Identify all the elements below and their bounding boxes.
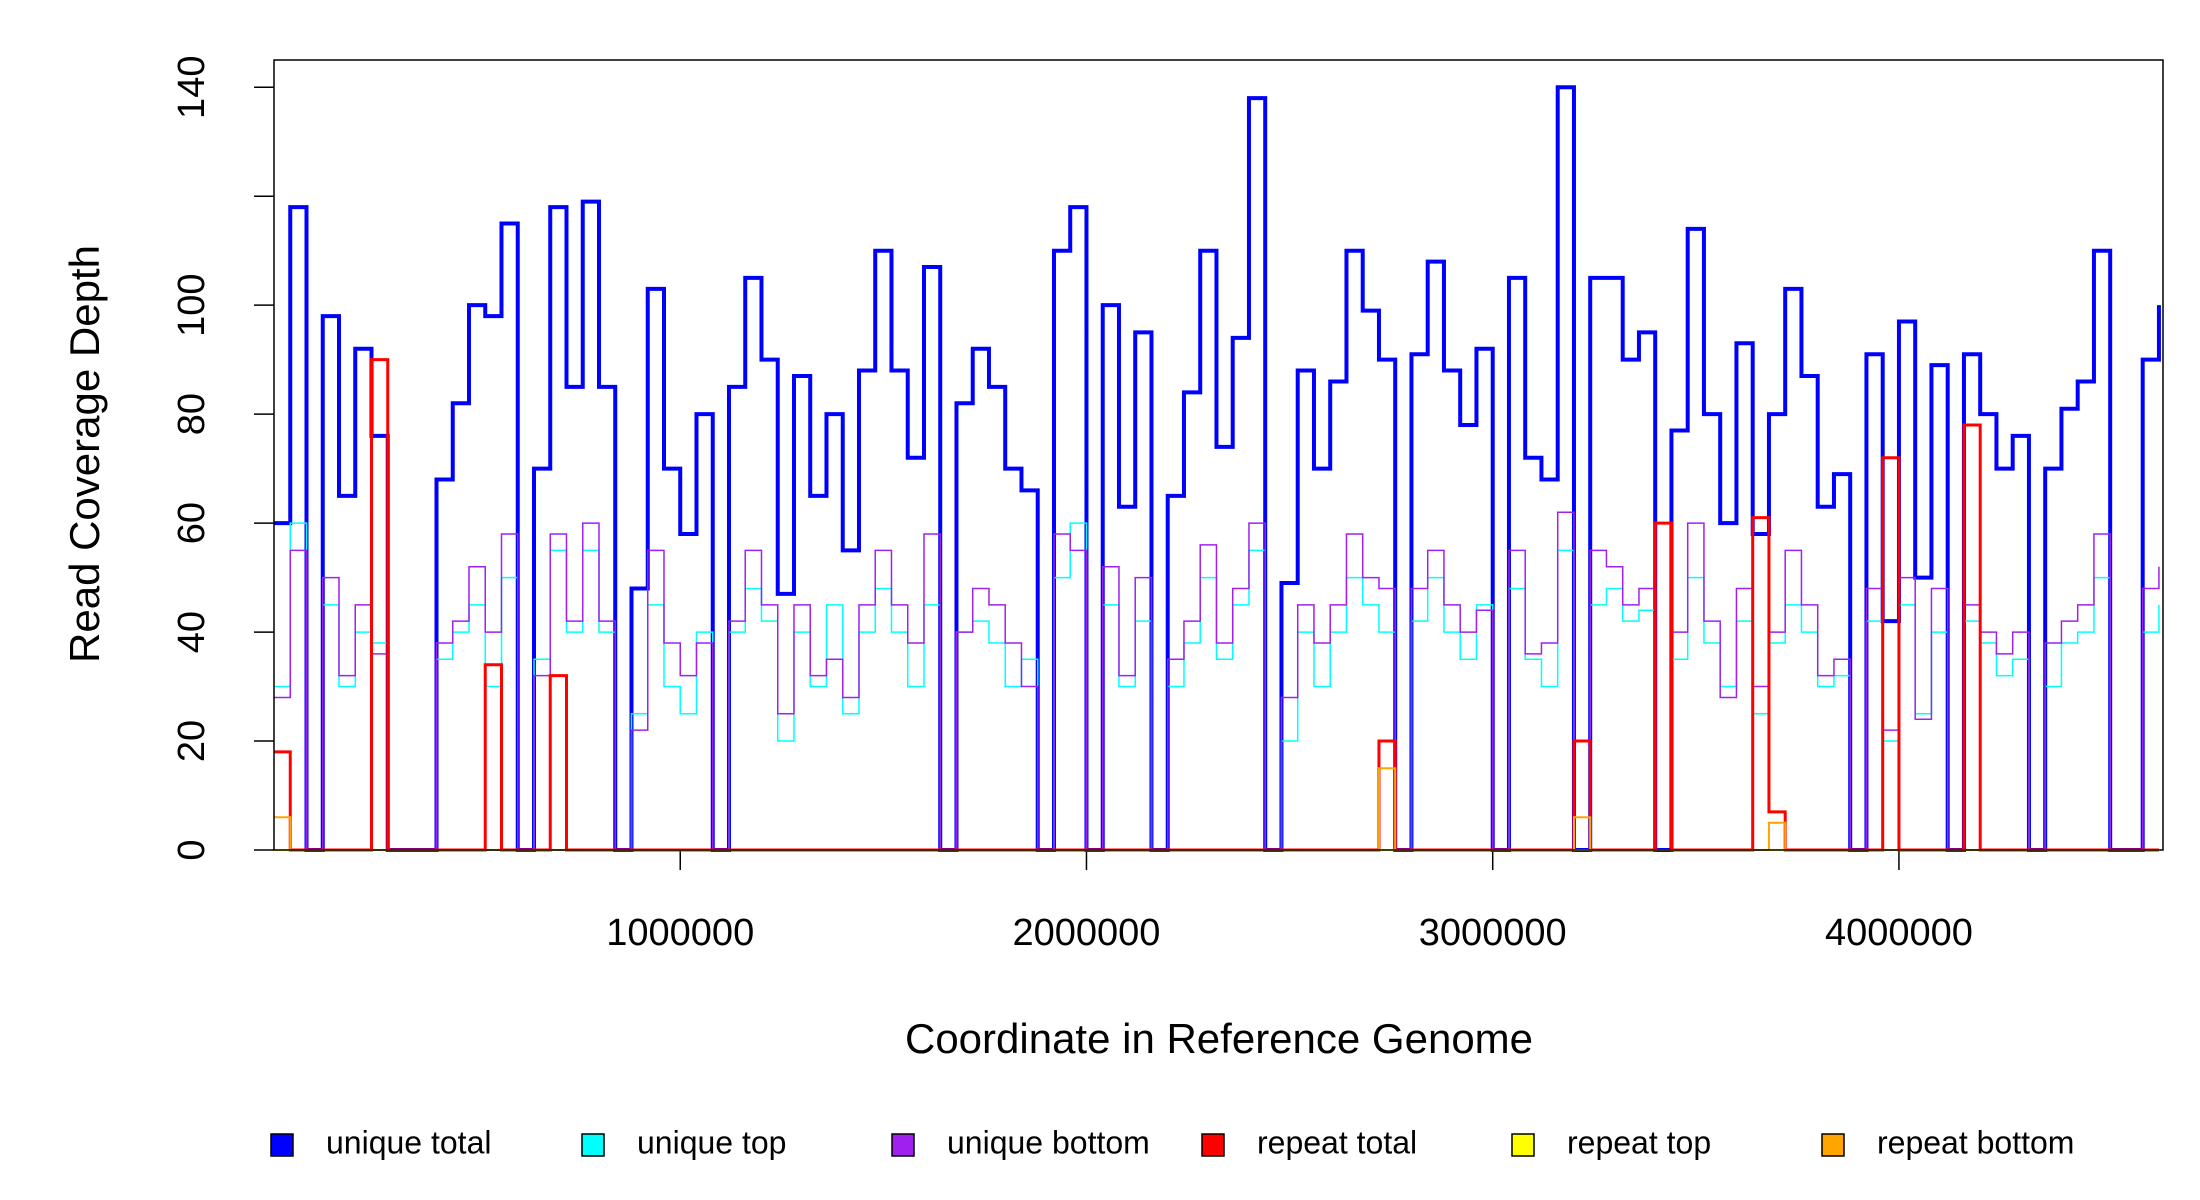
y-tick-label: 40 [171, 611, 213, 653]
legend-label: unique bottom [947, 1124, 1150, 1160]
plot-frame [273, 59, 2164, 851]
legend-swatch [1201, 1133, 1225, 1157]
x-tick-label: 3000000 [1419, 912, 1567, 954]
legend-swatch [270, 1133, 294, 1157]
legend-label: repeat bottom [1877, 1124, 2074, 1160]
y-tick-label: 60 [171, 502, 213, 544]
legend-swatch [1821, 1133, 1845, 1157]
x-tick-label: 4000000 [1825, 912, 1973, 954]
y-axis-label: Read Coverage Depth [61, 245, 108, 663]
legend-label: unique total [326, 1124, 491, 1160]
legend-swatch [581, 1133, 605, 1157]
y-tick-label: 100 [171, 273, 213, 336]
series-line [274, 85, 2161, 852]
y-tick-label: 20 [171, 720, 213, 762]
legend-label: unique top [637, 1124, 786, 1160]
legend-label: repeat top [1567, 1124, 1711, 1160]
legend-swatch [1511, 1133, 1535, 1157]
series-line [274, 511, 2160, 851]
legend-label: repeat total [1257, 1124, 1417, 1160]
series-line [274, 522, 2160, 851]
x-tick-label: 1000000 [606, 912, 754, 954]
y-tick-label: 140 [171, 56, 213, 119]
y-tick-label: 80 [171, 393, 213, 435]
x-axis-label: Coordinate in Reference Genome [905, 1015, 1533, 1062]
x-tick-label: 2000000 [1013, 912, 1161, 954]
y-tick-label: 0 [171, 839, 213, 860]
legend-swatch [891, 1133, 915, 1157]
